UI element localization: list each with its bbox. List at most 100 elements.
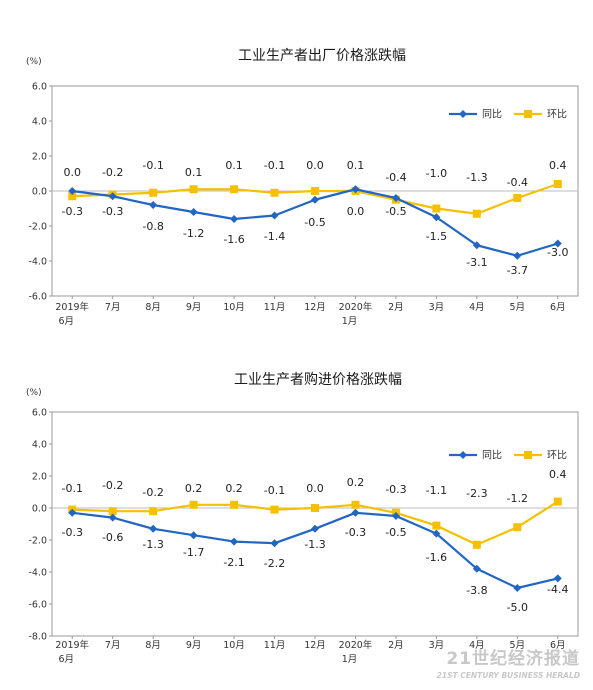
- x-tick-label: 11月: [264, 302, 286, 313]
- y-tick-label: 0.0: [32, 504, 47, 515]
- x-tick-label: 11月: [264, 640, 286, 651]
- data-label-lower: -0.5: [385, 205, 406, 218]
- data-label-lower: -3.7: [507, 264, 528, 277]
- data-point-yoy: [311, 195, 319, 204]
- data-point-mom: [432, 204, 441, 213]
- y-tick-label: -2.0: [28, 222, 47, 233]
- data-point-mom: [149, 507, 158, 516]
- y-tick-label: 0.0: [32, 187, 47, 198]
- data-label-upper: -0.1: [61, 482, 82, 495]
- data-label-upper: -0.3: [385, 483, 406, 496]
- data-point-yoy: [513, 584, 522, 592]
- legend-label-yoy: 同比: [482, 450, 502, 462]
- data-label-upper: -0.4: [507, 176, 528, 189]
- data-label-lower: -3.8: [466, 584, 487, 597]
- x-tick-label: 4月: [469, 640, 485, 651]
- data-label-upper: -1.0: [426, 167, 447, 180]
- data-label-lower: -0.3: [61, 526, 82, 539]
- legend: 同比 环比: [449, 450, 567, 462]
- y-tick-label: 2.0: [32, 472, 47, 483]
- data-point-yoy: [270, 539, 279, 548]
- data-point-yoy: [391, 194, 400, 202]
- y-tick-label: 4.0: [32, 440, 47, 451]
- data-label-upper: 0.0: [306, 482, 324, 495]
- data-point-mom: [553, 497, 562, 506]
- data-point-yoy: [513, 251, 522, 260]
- x-tick-label: 2020年: [339, 301, 373, 313]
- data-label-upper: -0.1: [264, 159, 285, 172]
- data-point-yoy: [270, 211, 279, 220]
- data-point-mom: [311, 187, 319, 195]
- data-point-mom: [432, 521, 441, 530]
- data-label-upper: 0.2: [185, 482, 203, 495]
- data-point-mom: [311, 504, 319, 512]
- data-point-yoy: [189, 531, 198, 540]
- data-label-lower: -0.8: [142, 220, 163, 233]
- data-label-upper: 0.1: [185, 166, 203, 179]
- data-point-yoy: [311, 524, 319, 533]
- data-label-upper: 0.4: [549, 468, 567, 481]
- data-point-yoy: [432, 529, 441, 538]
- data-point-yoy: [472, 241, 481, 250]
- data-point-mom: [270, 188, 279, 197]
- data-label-lower: -0.6: [102, 531, 123, 544]
- data-label-lower: -2.1: [223, 556, 244, 569]
- data-point-mom: [230, 500, 239, 509]
- data-label-upper: 0.0: [306, 159, 324, 172]
- data-point-mom: [472, 209, 481, 218]
- data-point-yoy: [230, 537, 239, 546]
- data-point-yoy: [68, 187, 77, 195]
- data-point-yoy: [68, 508, 77, 517]
- data-label-lower: -1.5: [426, 230, 447, 243]
- data-point-yoy: [149, 201, 158, 209]
- data-point-mom: [553, 180, 562, 188]
- data-label-lower: -2.2: [264, 557, 285, 570]
- data-label-upper: -0.2: [102, 479, 123, 492]
- x-tick-label: 3月: [429, 302, 445, 313]
- y-tick-label: -8.0: [28, 632, 47, 643]
- y-unit-label: (%): [26, 388, 42, 398]
- data-point-yoy: [108, 513, 117, 522]
- data-label-upper: -0.1: [264, 484, 285, 497]
- x-tick-label: 4月: [469, 302, 485, 313]
- data-point-mom: [149, 188, 158, 197]
- data-label-lower: -0.5: [304, 216, 325, 229]
- data-point-yoy: [553, 239, 562, 248]
- legend-marker-mom: [524, 110, 532, 118]
- x-tick-label: 3月: [429, 640, 445, 651]
- data-label-lower: -1.7: [183, 546, 204, 559]
- data-point-yoy: [432, 213, 441, 222]
- data-label-lower: -1.6: [223, 233, 244, 246]
- x-tick-label: 12月: [304, 302, 326, 313]
- x-tick-label: 2019年: [55, 639, 89, 651]
- data-label-lower: -1.6: [426, 551, 447, 564]
- data-label-lower: -3.1: [466, 256, 487, 269]
- x-tick-label: 8月: [145, 640, 161, 651]
- data-point-mom: [230, 185, 239, 194]
- data-label-upper: -1.2: [507, 492, 528, 505]
- data-label-upper: -0.1: [142, 159, 163, 172]
- x-tick-label: 2月: [388, 640, 404, 651]
- data-point-yoy: [351, 508, 360, 517]
- x-tick-label: 6月: [58, 654, 74, 665]
- y-tick-label: -4.0: [28, 568, 47, 579]
- data-point-mom: [189, 500, 198, 509]
- data-label-lower: -0.3: [345, 526, 366, 539]
- data-label-upper: 0.4: [549, 159, 567, 172]
- watermark-subtext: 21ST CENTURY BUSINESS HERALD: [437, 671, 580, 680]
- x-tick-label: 12月: [304, 640, 326, 651]
- data-label-upper: -0.2: [142, 486, 163, 499]
- x-tick-label: 6月: [58, 316, 74, 327]
- x-tick-label: 6月: [550, 302, 566, 313]
- plot-frame: [51, 411, 579, 637]
- data-point-yoy: [108, 192, 117, 201]
- y-tick-label: -2.0: [28, 536, 47, 547]
- x-tick-label: 7月: [105, 302, 121, 313]
- data-point-yoy: [351, 185, 360, 194]
- data-label-upper: -0.4: [385, 171, 406, 184]
- watermark: 21世纪经济报道 21ST CENTURY BUSINESS HERALD: [437, 648, 580, 680]
- x-tick-label: 8月: [145, 302, 161, 313]
- data-point-mom: [351, 500, 360, 509]
- y-tick-label: -6.0: [28, 292, 47, 303]
